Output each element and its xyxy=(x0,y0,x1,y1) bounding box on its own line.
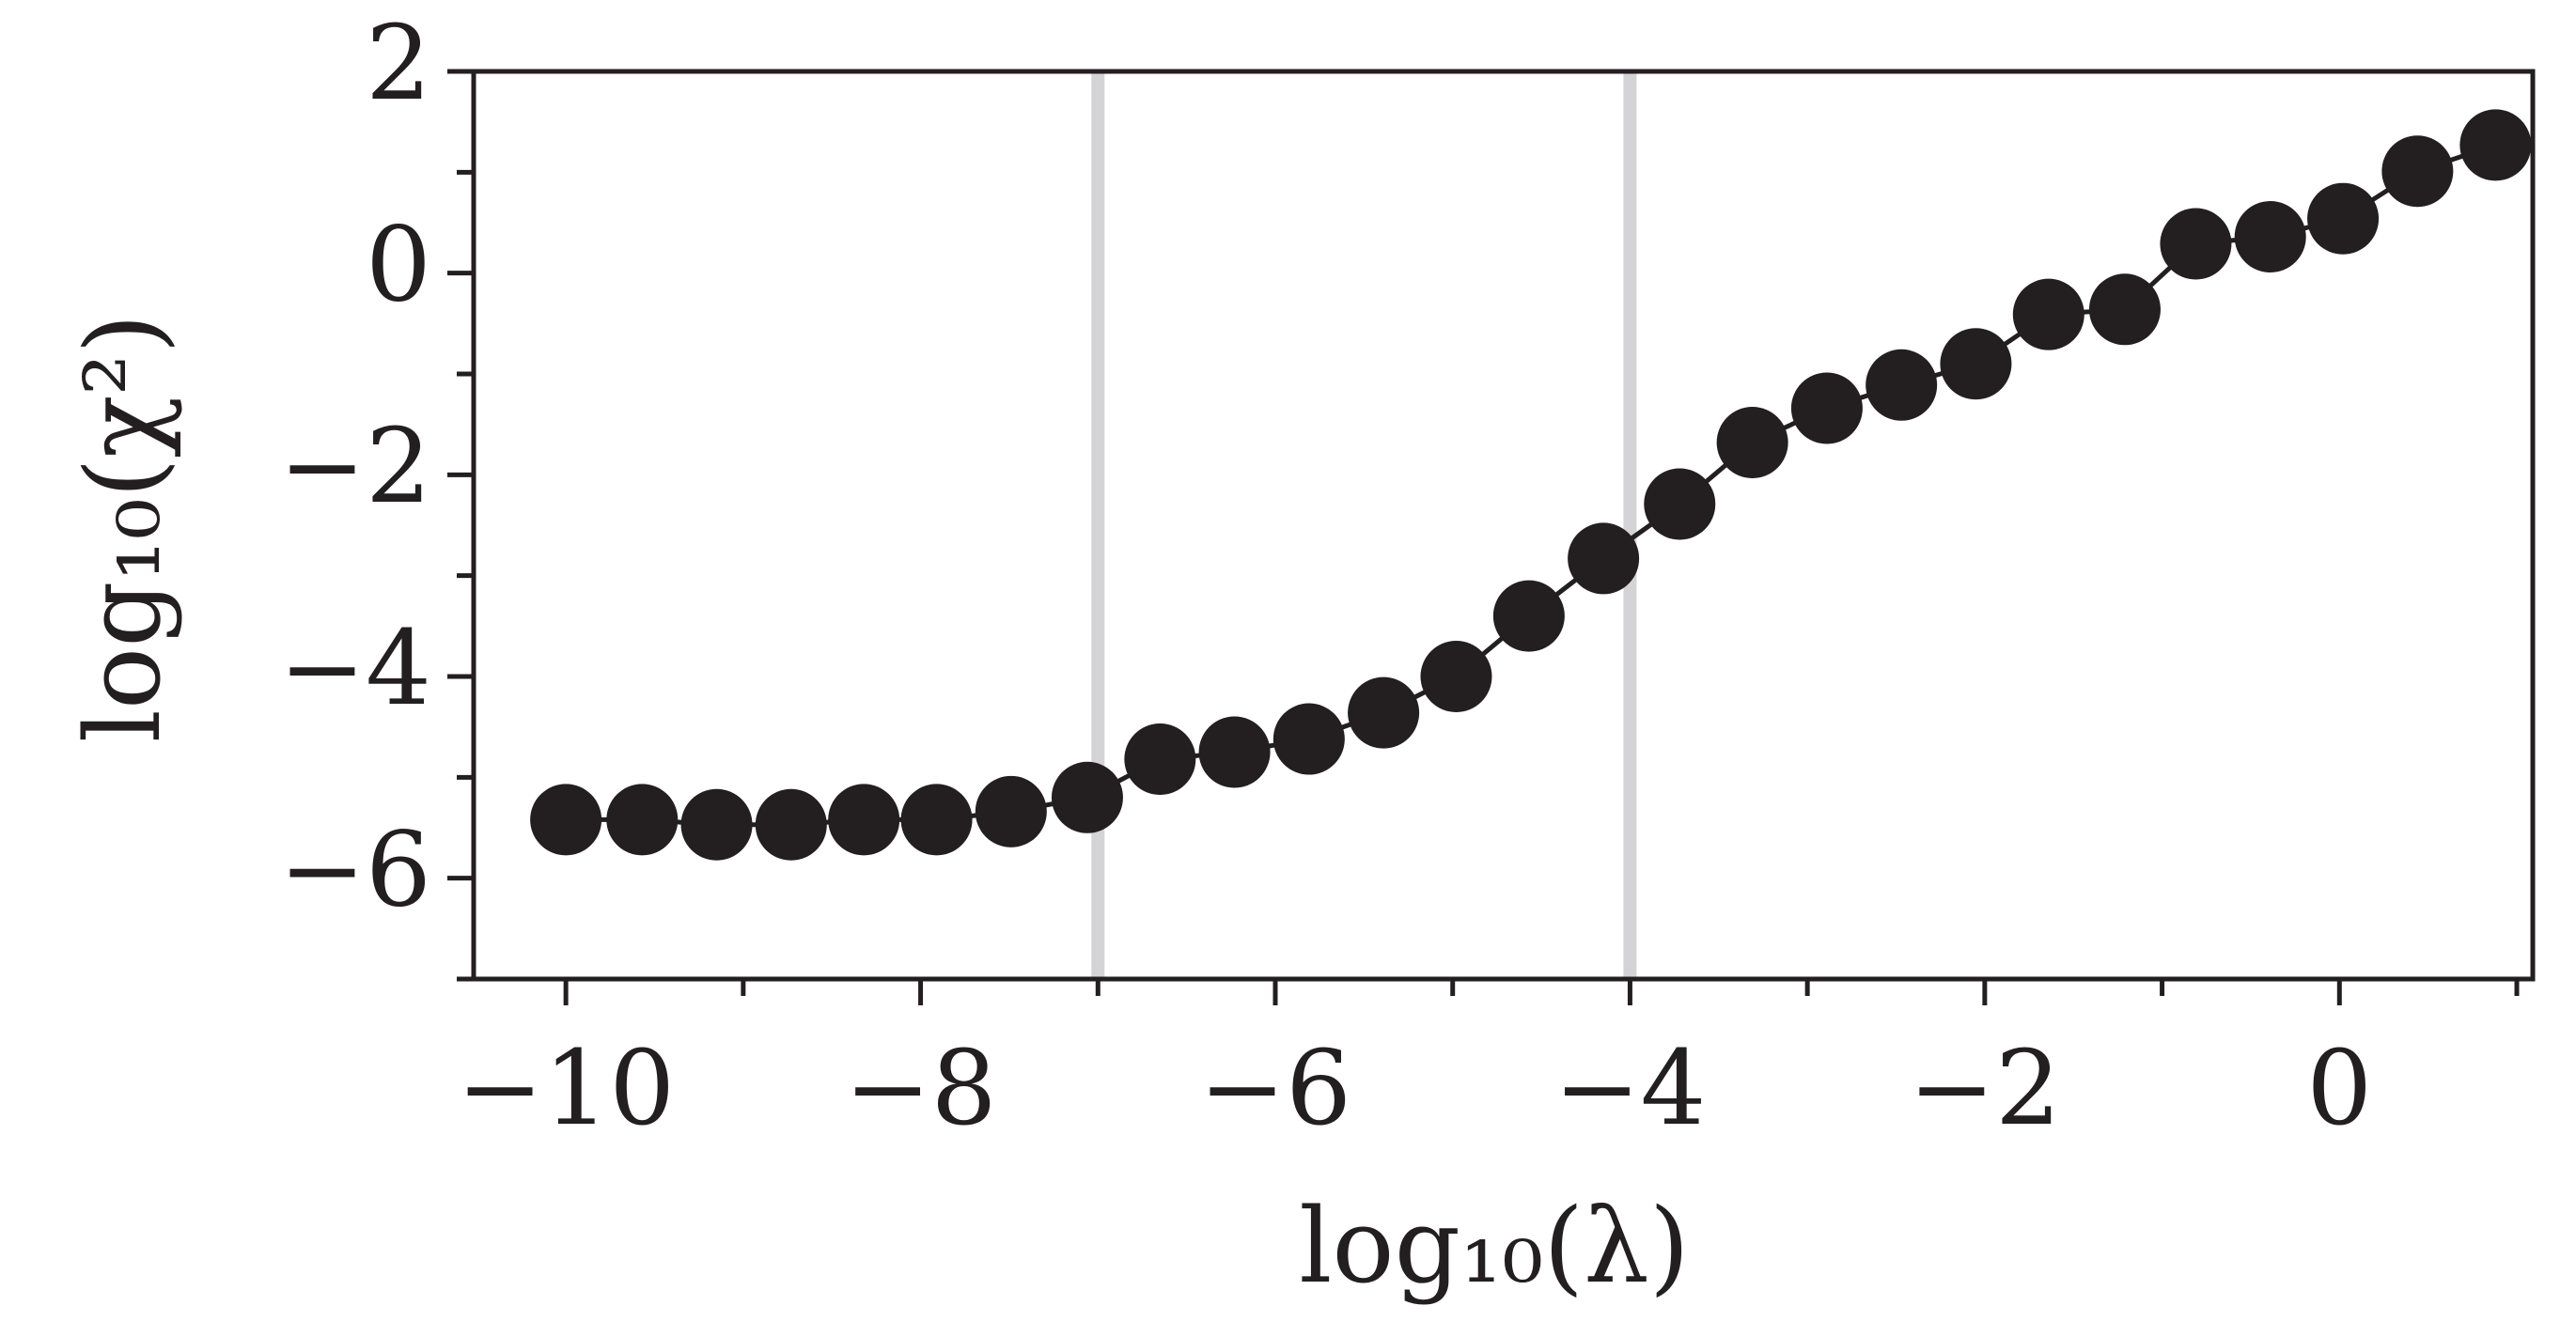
marker xyxy=(1492,580,1565,652)
marker xyxy=(530,784,602,856)
marker xyxy=(2160,208,2232,280)
plot-frame xyxy=(471,69,2536,982)
marker xyxy=(680,788,753,861)
marker xyxy=(975,775,1047,847)
marker xyxy=(1866,349,1938,421)
marker xyxy=(900,784,973,856)
y-tick-label: 2 xyxy=(366,3,431,123)
marker xyxy=(1198,716,1271,788)
marker xyxy=(828,784,900,856)
marker xyxy=(1644,468,1716,540)
marker xyxy=(755,788,827,861)
x-tick-label: −10 xyxy=(457,1028,675,1148)
x-tick-label: −2 xyxy=(1909,1028,2061,1148)
marker xyxy=(2234,201,2306,273)
marker xyxy=(1051,761,1123,833)
y-tick-label: −2 xyxy=(279,406,431,526)
x-axis-label: log₁₀(λ) xyxy=(1299,1186,1690,1306)
marker xyxy=(2307,182,2380,255)
marker xyxy=(2381,135,2454,208)
marker xyxy=(2459,109,2532,181)
marker xyxy=(606,784,679,856)
y-axis-label: log₁₀(χ²) xyxy=(63,314,183,743)
y-tick-label: 0 xyxy=(366,205,431,325)
y-tick-label: −4 xyxy=(279,608,431,728)
x-tick-label: −8 xyxy=(844,1028,996,1148)
x-tick-label: −4 xyxy=(1553,1028,1706,1148)
marker xyxy=(1568,522,1640,595)
marker xyxy=(1272,703,1345,775)
x-tick-label: 0 xyxy=(2306,1028,2372,1148)
marker xyxy=(1716,406,1788,478)
marker xyxy=(1124,723,1196,796)
marker xyxy=(1940,328,2012,400)
x-tick-label: −6 xyxy=(1199,1028,1351,1148)
y-tick-label: −6 xyxy=(279,810,431,930)
marker xyxy=(2088,273,2161,346)
marker xyxy=(1420,641,1492,712)
marker xyxy=(1790,372,1863,444)
marker xyxy=(1348,676,1420,749)
marker xyxy=(2012,278,2084,350)
